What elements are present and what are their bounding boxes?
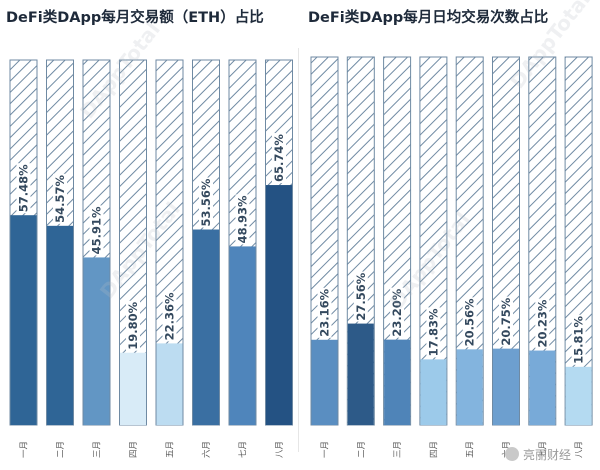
txcount-tick-label: 三月 — [393, 441, 403, 458]
panel-divider — [298, 48, 299, 452]
txcount-value-label-bg — [571, 314, 586, 365]
volume-tick-label: 二月 — [56, 441, 66, 458]
volume-value-label-bg — [199, 177, 213, 228]
volume-tick-label: 五月 — [166, 441, 176, 458]
txcount-tick-label: 二月 — [357, 441, 367, 458]
volume-value-label: 45.91% — [90, 206, 104, 254]
txcount-value-label: 27.56% — [354, 272, 368, 320]
txcount-bar — [384, 339, 411, 425]
txcount-tick-label: 四月 — [429, 441, 439, 458]
volume-value-label: 22.36% — [163, 292, 177, 340]
txcount-tick-label: 五月 — [466, 441, 476, 458]
chart-title-daily-transactions: DeFi类DApp每月日均交易次数占比 — [308, 10, 549, 26]
volume-value-label-bg — [16, 163, 31, 214]
volume-value-label-bg — [235, 194, 250, 245]
volume-bar — [83, 257, 110, 425]
volume-bar — [10, 215, 37, 425]
txcount-value-label: 15.81% — [572, 315, 586, 363]
txcount-tick-label: 八月 — [575, 441, 585, 458]
footer-logo-text: 亮丽财经 — [523, 447, 571, 462]
txcount-bar — [347, 323, 374, 425]
txcount-value-label-bg — [317, 287, 332, 338]
volume-tick-label: 七月 — [239, 441, 249, 458]
txcount-tick-label: 七月 — [538, 441, 548, 458]
txcount-bar — [565, 366, 592, 425]
volume-bar — [156, 343, 183, 425]
txcount-value-label-bg — [426, 307, 441, 358]
txcount-bar — [456, 349, 483, 425]
chart-transaction-volume: 57.48% 一月 54.57% 二月 45.91% 三月 19.80% 四月 22.36% 五月… — [9, 59, 293, 458]
txcount-value-label: 20.75% — [499, 297, 513, 345]
volume-value-label-bg — [272, 133, 286, 184]
txcount-value-label-bg — [535, 298, 550, 349]
txcount-value-label-bg — [353, 271, 368, 322]
txcount-bar — [420, 359, 447, 425]
volume-value-label: 53.56% — [199, 178, 213, 226]
volume-value-label: 48.93% — [236, 195, 250, 243]
volume-value-label: 57.48% — [17, 164, 31, 212]
txcount-value-label: 17.83% — [426, 308, 440, 356]
volume-bar — [193, 229, 219, 425]
txcount-bar — [311, 339, 338, 425]
txcount-value-label-bg — [499, 296, 513, 347]
volume-bar — [120, 352, 146, 425]
txcount-bar — [493, 348, 519, 425]
volume-bar — [229, 246, 256, 425]
volume-tick-label: 六月 — [201, 441, 212, 458]
volume-tick-label: 四月 — [129, 441, 139, 458]
txcount-value-label: 20.23% — [535, 299, 549, 347]
volume-tick-label: 八月 — [275, 441, 285, 458]
txcount-value-label: 20.56% — [463, 298, 477, 346]
volume-value-label: 54.57% — [53, 174, 67, 222]
txcount-value-label-bg — [462, 297, 477, 348]
chart-title-transaction-volume: DeFi类DApp每月交易额（ETH）占比 — [6, 10, 264, 26]
txcount-tick-label: 六月 — [501, 441, 512, 458]
volume-value-label-bg — [126, 300, 140, 351]
volume-value-label: 65.74% — [272, 134, 286, 182]
volume-value-label-bg — [162, 291, 177, 342]
volume-value-label-bg — [89, 205, 104, 256]
chart-daily-transactions: 23.16% 一月 27.56% 二月 23.20% 三月 17.83% 四月 20.56% 五月… — [310, 56, 593, 458]
volume-tick-label: 三月 — [93, 441, 103, 458]
volume-value-label-bg — [53, 173, 67, 224]
volume-value-label: 19.80% — [126, 301, 140, 349]
volume-tick-label: 一月 — [20, 441, 30, 458]
txcount-value-label-bg — [390, 287, 405, 338]
txcount-value-label: 23.20% — [390, 288, 404, 336]
volume-bar — [266, 185, 292, 425]
txcount-bar — [529, 350, 556, 425]
txcount-tick-label: 一月 — [321, 441, 331, 458]
footer-logo-icon — [505, 447, 519, 461]
volume-bar — [47, 225, 73, 425]
txcount-value-label: 23.16% — [318, 288, 332, 336]
